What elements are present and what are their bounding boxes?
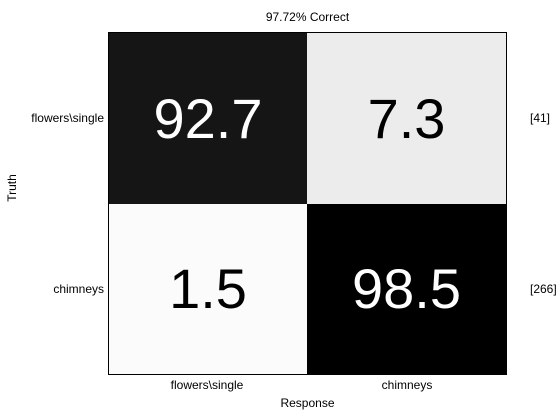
cell-chimneys-flowers-single: 1.5 (109, 204, 307, 374)
row-label-chimneys: chimneys (53, 282, 104, 296)
row-count-flowers-single: [41] (530, 111, 551, 125)
column-label-flowers-single: flowers\single (170, 378, 244, 392)
column-label-chimneys: chimneys (381, 378, 433, 392)
cell-chimneys-chimneys: 98.5 (307, 204, 506, 374)
chart-title: 97.72% Correct (265, 10, 350, 24)
row-count-chimneys: [266] (530, 282, 557, 296)
x-axis-label: Response (280, 396, 335, 410)
row-label-flowers-single: flowers\single (31, 111, 104, 125)
cell-flowers-single-flowers-single: 92.7 (109, 33, 307, 204)
confusion-matrix: 92.7 7.3 1.5 98.5 (108, 32, 507, 375)
cell-flowers-single-chimneys: 7.3 (307, 33, 506, 204)
y-axis-label: Truth (5, 174, 19, 202)
